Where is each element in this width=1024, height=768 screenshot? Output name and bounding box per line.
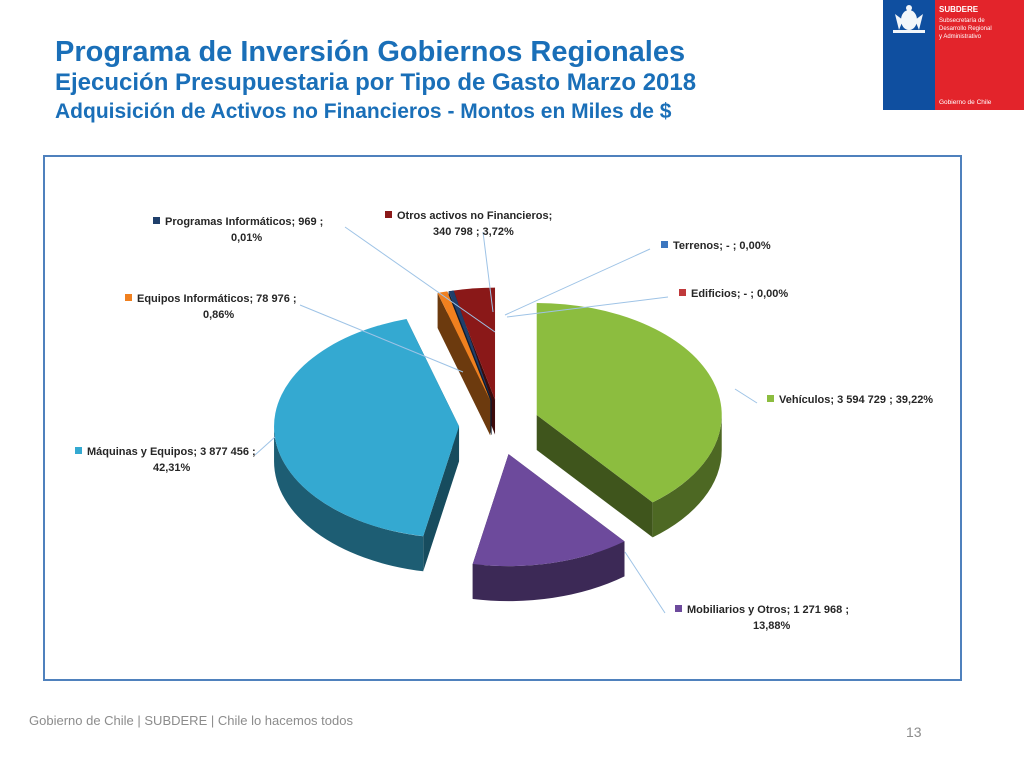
pie-chart: Vehículos; 3 594 729 ; 39,22% Mobiliarios…	[75, 210, 933, 632]
page-subtitle-2: Adquisición de Activos no Financieros - …	[55, 100, 672, 123]
data-label: Vehículos; 3 594 729 ; 39,22%	[767, 394, 933, 406]
page-number: 13	[906, 724, 922, 740]
pie-slice	[472, 454, 625, 602]
slice-top	[536, 303, 722, 503]
leader-line	[344, 226, 496, 333]
chart-frame: Vehículos; 3 594 729 ; 39,22% Mobiliarios…	[43, 155, 962, 681]
slice-pct: 340 798 ; 3,72%	[433, 226, 514, 238]
slice-pct: 0,86%	[203, 309, 234, 321]
data-label: Máquinas y Equipos; 3 877 456 ; 42,31%	[75, 446, 256, 474]
slice-label: Edificios; - ; 0,00%	[691, 288, 788, 300]
page-title: Programa de Inversión Gobiernos Regional…	[55, 36, 686, 68]
pie-slice	[536, 303, 722, 538]
slice-edge	[472, 541, 625, 602]
leader-line	[254, 436, 276, 456]
slice-label: Terrenos; - ; 0,00%	[673, 240, 771, 252]
pie-slice	[274, 319, 460, 572]
logo-line3: y Administrativo	[939, 34, 982, 40]
slice-top	[448, 290, 492, 401]
logo-line1: Subsecretaría de	[939, 18, 985, 24]
slice-side	[423, 426, 460, 572]
slice-label: Máquinas y Equipos; 3 877 456 ;	[87, 446, 256, 458]
leader-line	[504, 248, 651, 316]
slice-pct: 13,88%	[753, 620, 791, 632]
leader-line	[506, 296, 669, 318]
data-label: Programas Informáticos; 969 ; 0,01%	[153, 216, 323, 244]
leader-line	[299, 304, 464, 373]
legend-marker	[675, 605, 682, 612]
slice-pct: 42,31%	[153, 462, 191, 474]
slice-edge	[274, 426, 424, 572]
leader-line	[624, 551, 666, 614]
legend-marker	[385, 211, 392, 218]
data-label: Otros activos no Financieros; 340 798 ; 3…	[385, 210, 552, 238]
slice-top	[274, 319, 460, 537]
legend-marker	[125, 294, 132, 301]
legend-marker	[767, 395, 774, 402]
legend-marker	[679, 289, 686, 296]
logo-line2: Desarrollo Regional	[939, 26, 992, 32]
legend-marker	[153, 217, 160, 224]
legend-marker	[75, 447, 82, 454]
slice-side	[536, 415, 653, 538]
leader-line	[482, 231, 494, 313]
page-subtitle: Ejecución Presupuestaria por Tipo de Gas…	[55, 69, 697, 96]
logo-org: SUBDERE	[939, 5, 979, 14]
slice-label: Mobiliarios y Otros; 1 271 968 ;	[687, 604, 849, 616]
logo-gov: Gobierno de Chile	[939, 99, 992, 106]
leader-line	[734, 388, 758, 404]
slice-label: Vehículos; 3 594 729 ; 39,22%	[779, 394, 933, 406]
header: Programa de Inversión Gobiernos Regional…	[55, 36, 696, 126]
pie-slice	[437, 291, 491, 436]
slice-label: Otros activos no Financieros;	[397, 210, 552, 222]
logo-red-block	[935, 0, 1024, 110]
subdere-logo: SUBDERE Subsecretaría de Desarrollo Regi…	[883, 0, 1024, 110]
slice-top	[472, 454, 625, 567]
slice-label: Programas Informáticos; 969 ;	[165, 216, 323, 228]
data-label: Equipos Informáticos; 78 976 ; 0,86%	[125, 293, 297, 321]
data-label: Terrenos; - ; 0,00%	[661, 240, 771, 252]
coat-of-arms-icon	[893, 5, 925, 33]
data-label: Edificios; - ; 0,00%	[679, 288, 788, 300]
slice-edge	[652, 415, 722, 538]
slice-top	[452, 287, 496, 400]
slice-label: Equipos Informáticos; 78 976 ;	[137, 293, 297, 305]
legend-marker	[661, 241, 668, 248]
slice-top	[437, 291, 491, 401]
data-label: Mobiliarios y Otros; 1 271 968 ; 13,88%	[675, 604, 849, 632]
footer-text: Gobierno de Chile | SUBDERE | Chile lo h…	[29, 713, 353, 728]
slice-pct: 0,01%	[231, 232, 262, 244]
